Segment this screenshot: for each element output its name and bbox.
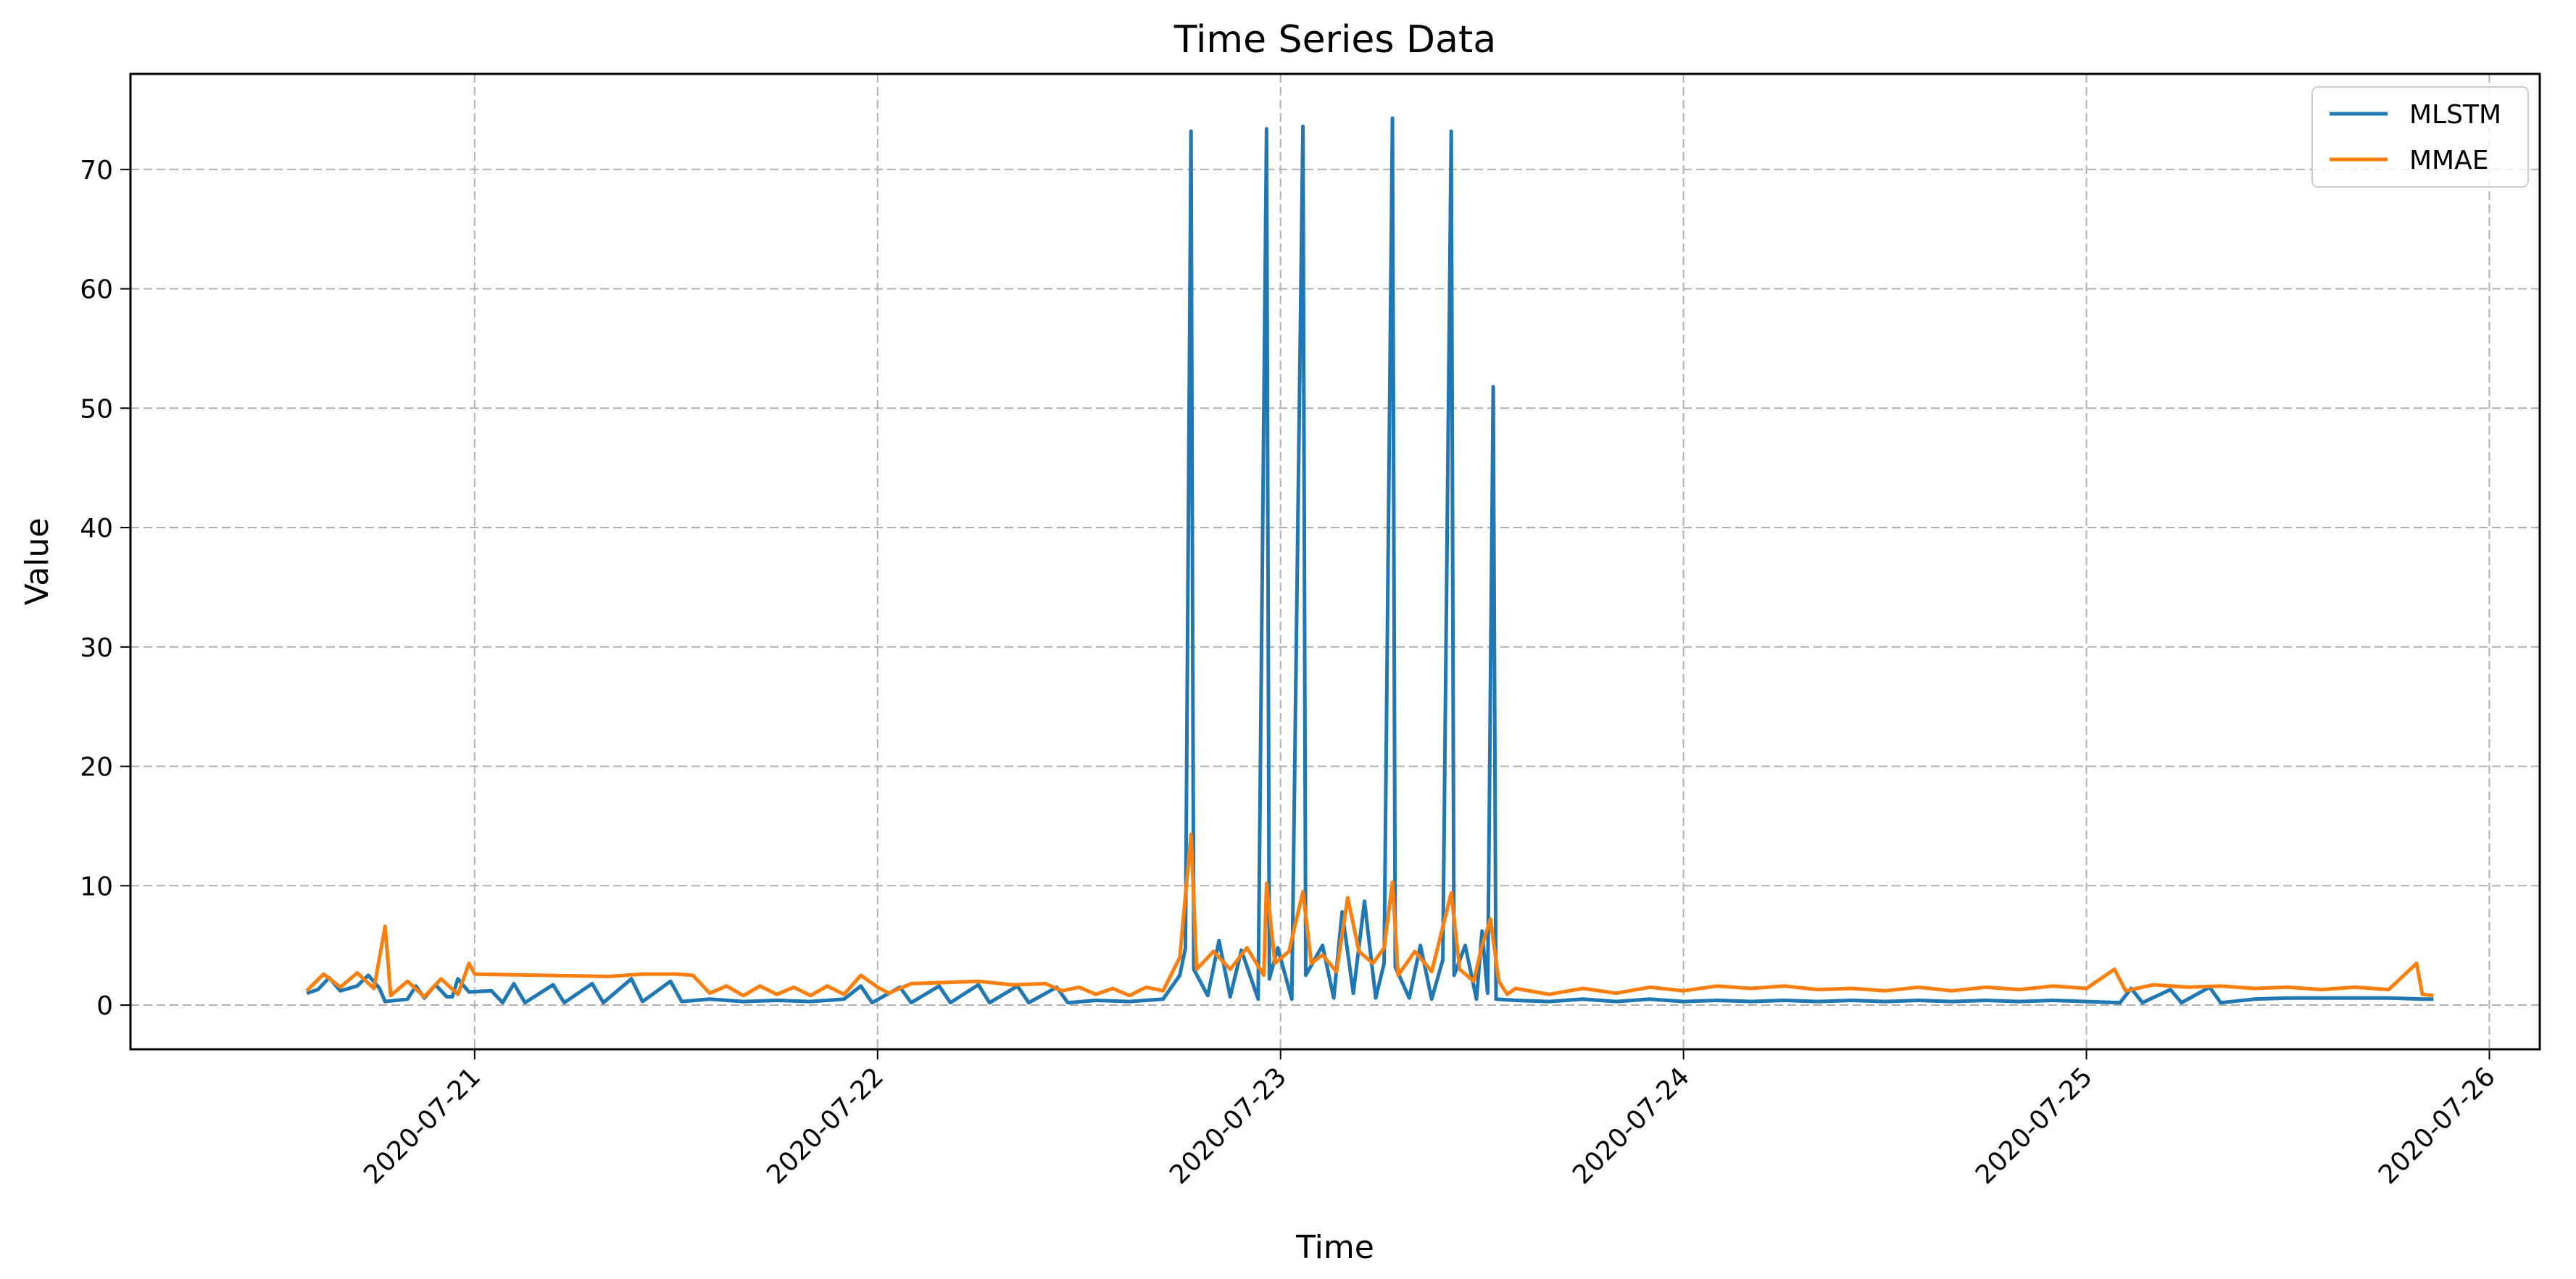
grid-lines <box>130 74 2540 1049</box>
y-tick-label: 50 <box>80 394 113 424</box>
legend-label-mmae: MMAE <box>2409 146 2489 175</box>
x-axis-label: Time <box>1295 1229 1374 1266</box>
y-tick-label: 30 <box>80 633 113 663</box>
chart-title: Time Series Data <box>1173 18 1496 62</box>
y-tick-label: 10 <box>80 872 113 901</box>
plot-area-frame <box>129 72 2541 1051</box>
series-line-mmae <box>305 833 2434 999</box>
y-tick-label: 0 <box>96 991 113 1021</box>
series-layer <box>305 116 2434 1005</box>
y-tick-label: 40 <box>80 514 113 543</box>
legend-label-mlstm: MLSTM <box>2409 100 2501 130</box>
y-tick-label: 20 <box>80 753 113 783</box>
y-axis-ticks: 0 10 20 30 40 50 60 70 <box>80 156 130 1021</box>
y-tick-label: 70 <box>80 156 113 186</box>
series-line-mlstm <box>306 116 2434 1005</box>
legend: MLSTM MMAE <box>2311 86 2529 188</box>
y-axis-label: Value <box>19 518 56 606</box>
y-tick-label: 60 <box>80 275 113 305</box>
